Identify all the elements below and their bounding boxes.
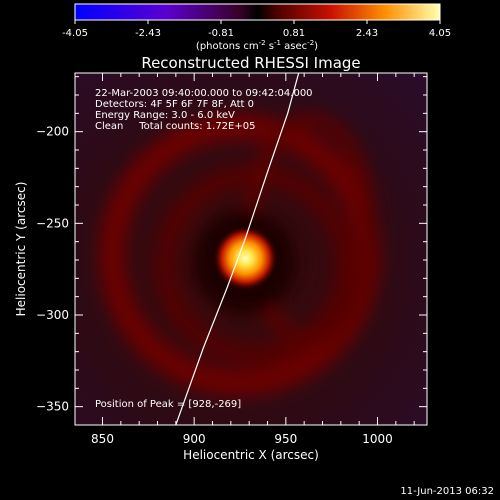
colorbar xyxy=(74,3,441,21)
annotation-time: 22-Mar-2003 09:40:00.000 to 09:42:04.000 xyxy=(95,88,313,99)
solar-limb-curve xyxy=(175,73,300,425)
axis-ticks: 850 900 950 1000 −200 −250 −300 −350 xyxy=(36,73,427,446)
colorbar-unit: (photons cm-2 s-1 asec-2) xyxy=(196,39,318,52)
colorbar-tick-label: 4.05 xyxy=(429,28,451,39)
y-tick-label: −300 xyxy=(36,308,69,322)
colorbar-tick-label: -4.05 xyxy=(62,28,88,39)
annotation-detectors: Detectors: 4F 5F 6F 7F 8F, Att 0 xyxy=(95,99,254,110)
colorbar-tick-label: 2.43 xyxy=(356,28,378,39)
annotation-energy: Energy Range: 3.0 - 6.0 keV xyxy=(95,110,235,121)
colorbar-ticks: -4.05 -2.43 -0.81 0.81 2.43 4.05 xyxy=(62,20,451,39)
colorbar-tick-label: -0.81 xyxy=(208,28,234,39)
colorbar-tick-label: -2.43 xyxy=(135,28,161,39)
annotation-peak: Position of Peak = [928,-269] xyxy=(95,399,241,410)
y-axis-label: Heliocentric Y (arcsec) xyxy=(14,182,28,317)
y-tick-label: −200 xyxy=(36,125,69,139)
x-tick-label: 850 xyxy=(91,432,114,446)
x-tick-label: 900 xyxy=(183,432,206,446)
chart-title: Reconstructed RHESSI Image xyxy=(141,54,360,72)
x-tick-label: 1000 xyxy=(362,432,393,446)
colorbar-tick-label: 0.81 xyxy=(283,28,305,39)
x-tick-label: 950 xyxy=(274,432,297,446)
heatmap-image xyxy=(75,73,427,425)
annotation-counts: Clean Total counts: 1.72E+05 xyxy=(95,121,255,132)
plot-frame xyxy=(74,72,428,426)
footer-timestamp: 11-Jun-2013 06:32 xyxy=(400,486,494,497)
y-tick-label: −250 xyxy=(36,216,69,230)
y-tick-label: −350 xyxy=(36,400,69,414)
peak-source xyxy=(213,226,278,291)
info-annotations: 22-Mar-2003 09:40:00.000 to 09:42:04.000… xyxy=(95,88,313,410)
x-axis-label: Heliocentric X (arcsec) xyxy=(183,448,319,462)
